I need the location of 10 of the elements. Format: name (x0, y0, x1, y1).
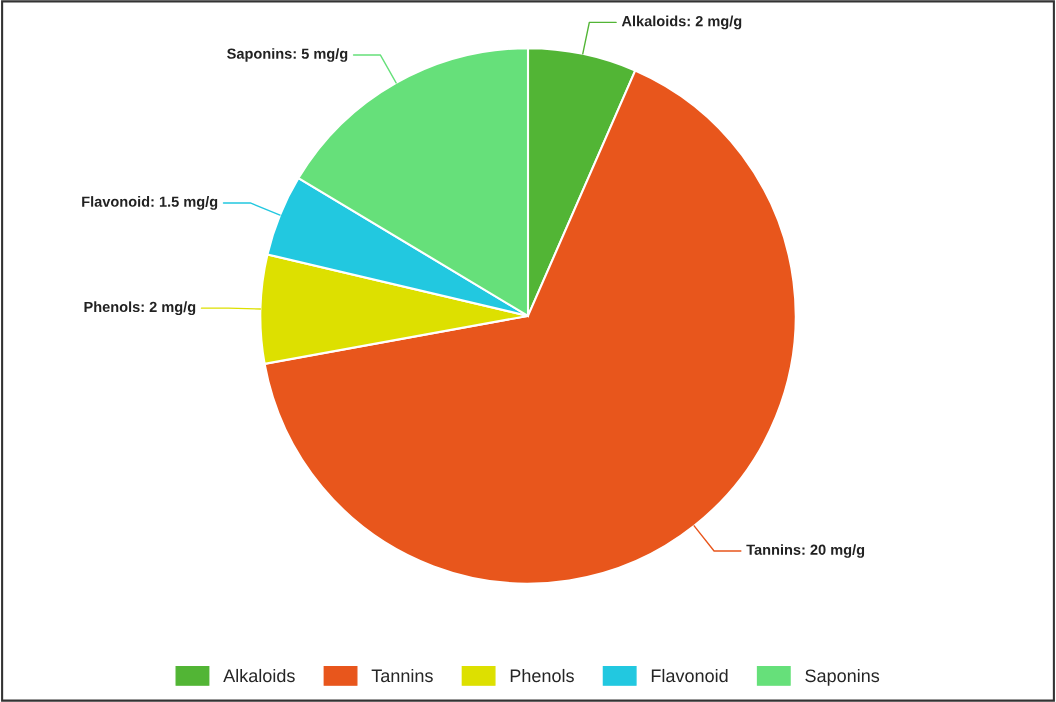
legend-label: Tannins (371, 668, 433, 683)
data-label: Saponins: 5 mg/g (227, 48, 348, 62)
legend-label: Phenols (510, 668, 574, 683)
legend-label: Saponins (805, 668, 880, 686)
data-label: Tannins: 20 mg/g (746, 544, 865, 558)
data-label: Flavonoid: 1.5 mg/g (82, 196, 218, 210)
legend-label: Flavonoid (651, 668, 728, 683)
data-label: Phenols: 2 mg/g (84, 301, 196, 316)
legend-label: Alkaloids (223, 668, 295, 683)
data-label: Alkaloids: 2 mg/g (621, 15, 742, 30)
